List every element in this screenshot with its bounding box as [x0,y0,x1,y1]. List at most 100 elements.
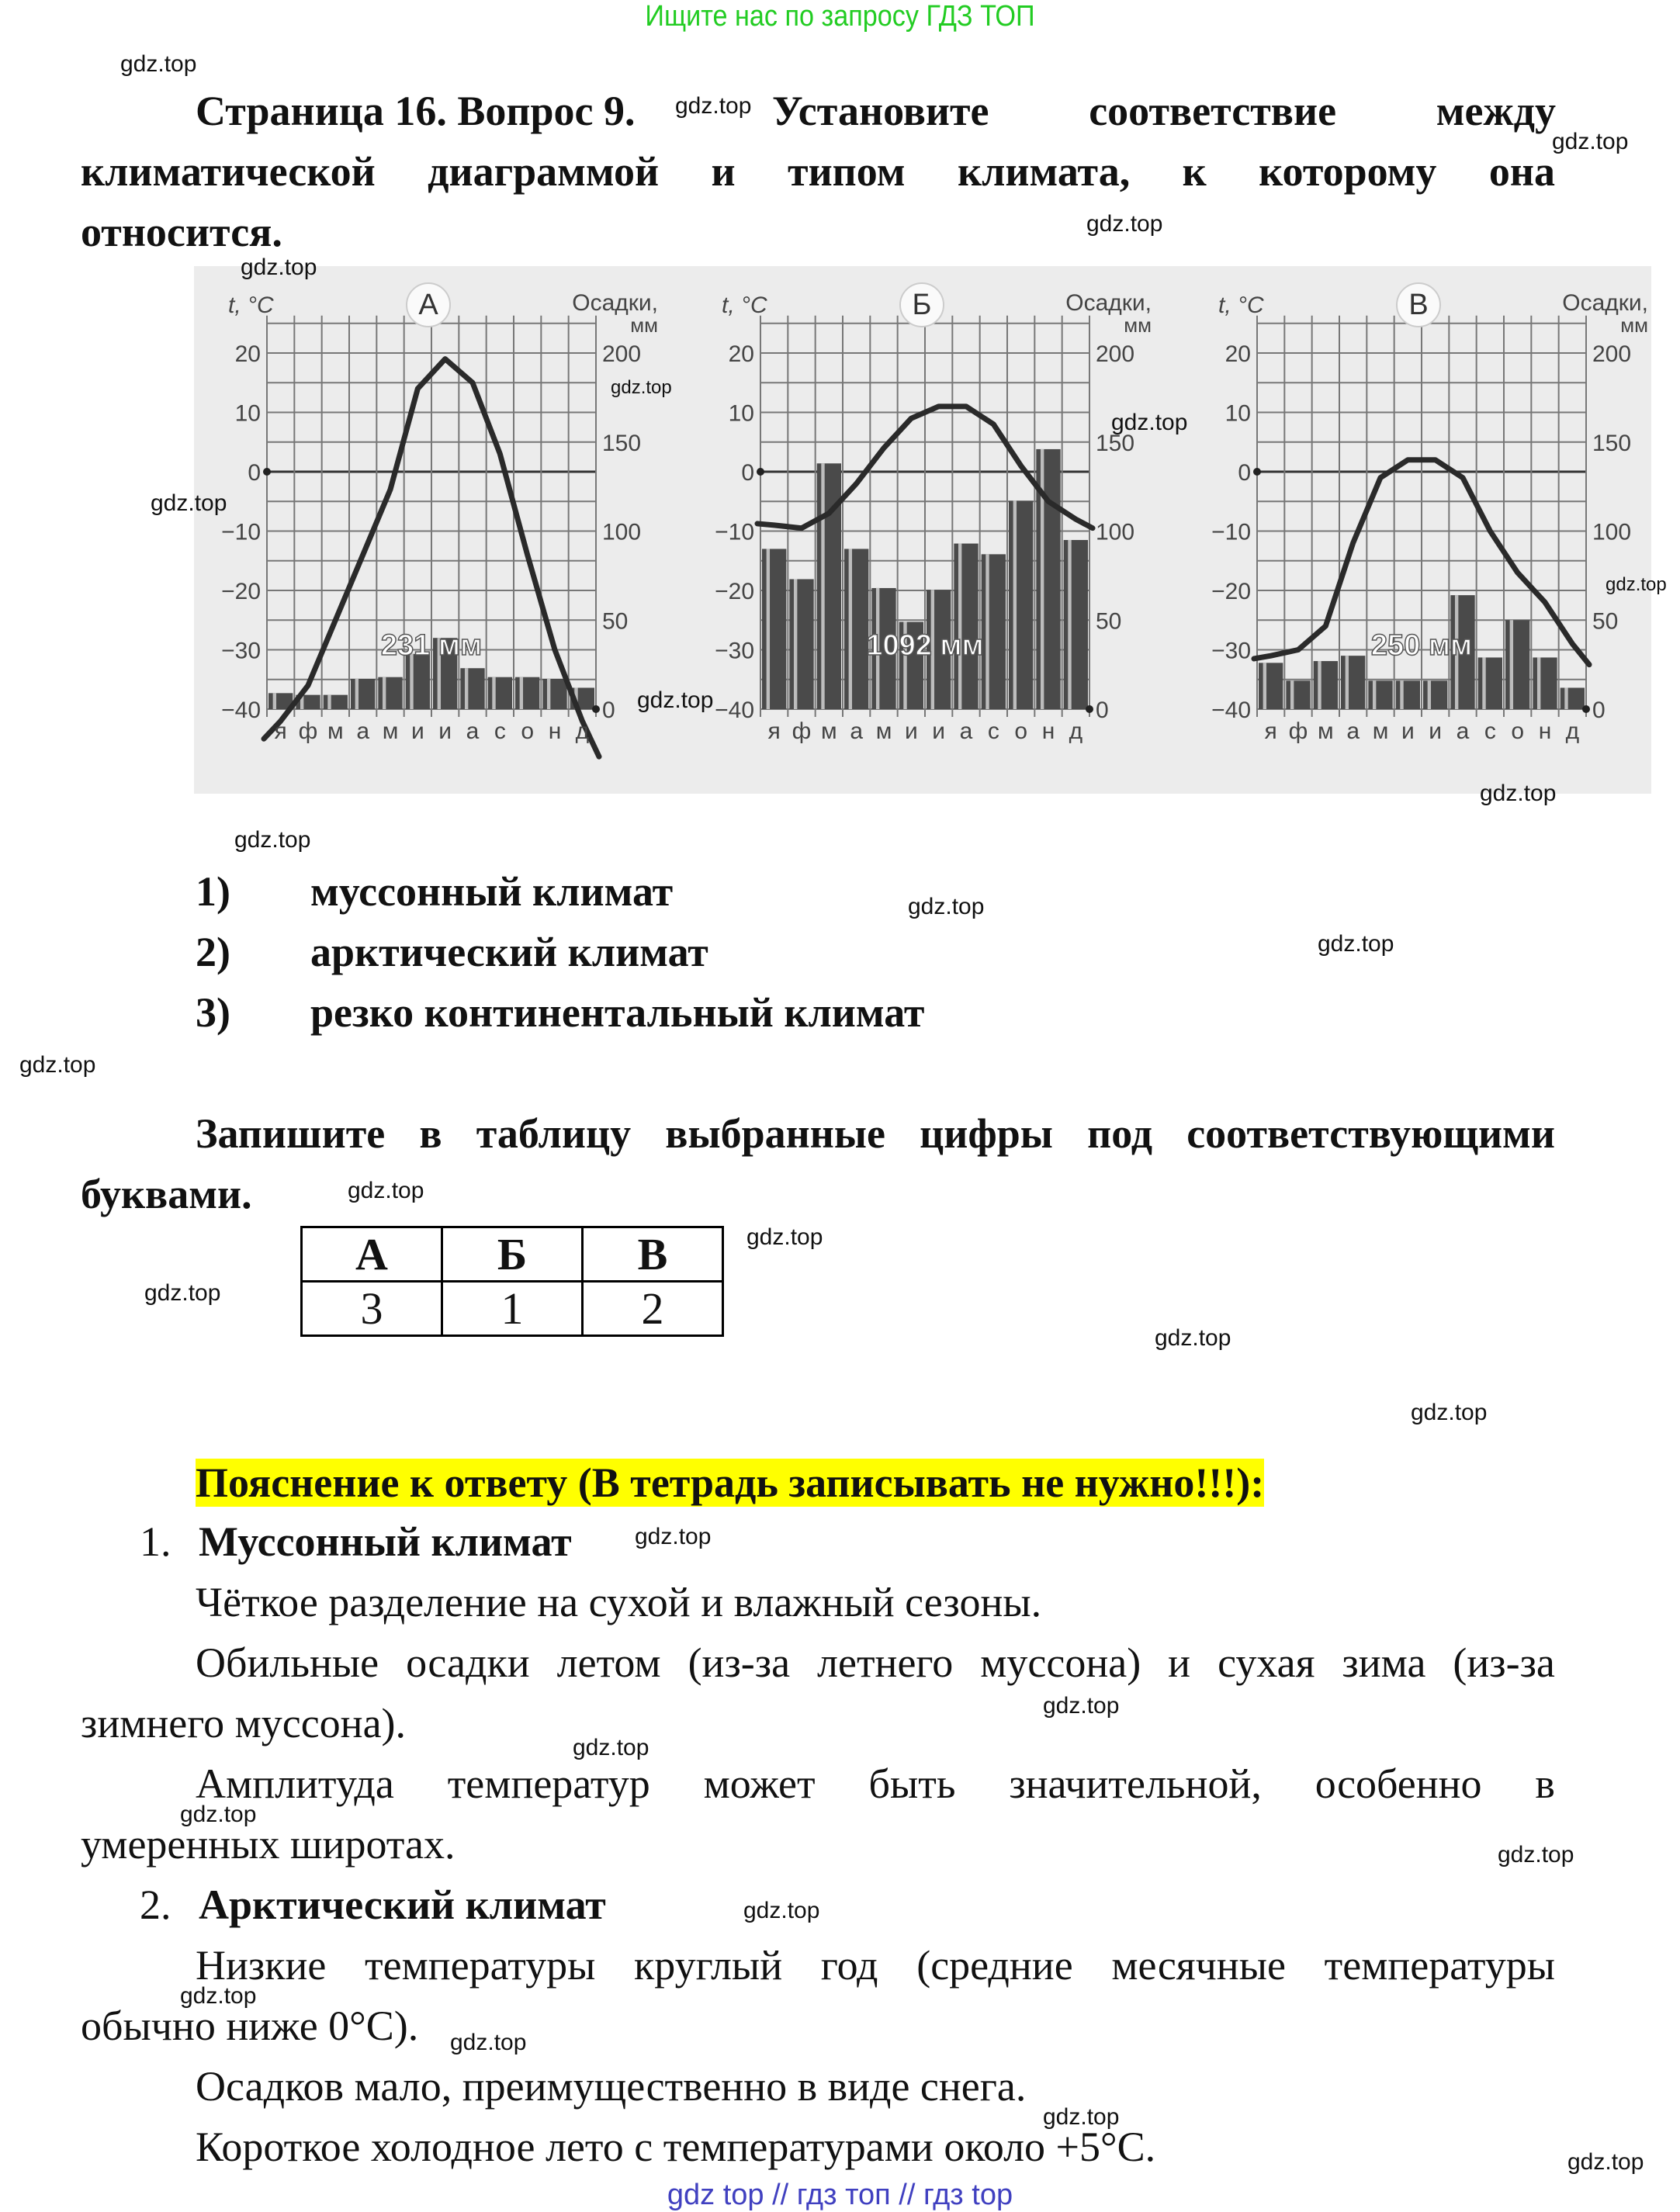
left-axis-title: t, °C [228,293,274,318]
month-label: н [1539,718,1552,744]
precipitation-bar [954,543,979,709]
word: особенно [1315,1760,1482,1807]
precipitation-bar [1477,657,1502,709]
question-line3: относится. [81,209,282,255]
item-2-p1-end: обычно ниже 0°C). [81,2003,419,2049]
watermark: gdz.top [1318,931,1394,957]
month-label: а [850,718,863,744]
bar-highlight [1068,539,1072,709]
precipitation-bar [323,694,348,709]
month-label: я [1265,718,1277,744]
item-2-p1: Низкие температуры круглый год (средние … [196,1941,1555,1989]
word: под [1087,1110,1153,1157]
answer-table: А Б В 3 1 2 [300,1226,724,1337]
precipitation-bar [844,549,869,709]
bar-highlight [793,579,798,709]
bar-highlight [355,678,359,709]
bar-highlight [519,677,524,709]
left-tick-label: 0 [1238,460,1251,486]
bar-highlight [1454,595,1459,709]
bar-highlight [848,549,853,709]
question-line1: Установите соответствие между [772,87,1556,135]
bar-highlight [437,638,442,709]
temperature-line [261,356,602,760]
right-axis-unit: мм [630,313,658,337]
right-tick-label: 100 [1592,520,1631,545]
bar-highlight [1427,680,1432,709]
watermark: gdz.top [1111,410,1188,435]
item-2-p3: Короткое холодное лето с температурами о… [196,2124,1156,2170]
chart-letter-badge [406,282,451,327]
right-axis-title: Осадки, [1065,290,1152,316]
question-title: Страница 16. Вопрос 9. [196,88,636,134]
month-label: м [1318,718,1334,744]
watermark: gdz.top [637,687,714,713]
bar-highlight [985,554,989,709]
precipitation-bar [515,677,540,709]
precipitation-total-label: 1092 мм [866,629,983,662]
word: климатической [81,148,376,195]
month-label: о [1511,718,1524,744]
left-tick-label: −20 [1211,579,1251,604]
left-tick-label: 20 [729,341,754,367]
watermark: gdz.top [1552,129,1629,154]
item-2-p2: Осадков мало, преимущественно в виде сне… [196,2063,1027,2110]
watermark: gdz.top [743,1898,820,1923]
left-tick-label: −40 [1211,698,1251,723]
chart-letter-badge [1396,282,1441,327]
answer-cell-v: 2 [581,1280,724,1337]
item-1-p3-end: умеренных широтах. [81,1821,456,1868]
bar-highlight [382,677,386,709]
month-label: м [327,718,344,744]
zero-dot [1253,468,1261,476]
bar-highlight [1290,680,1294,709]
precipitation-bar [351,678,376,709]
bar-highlight [1372,680,1377,709]
watermark: gdz.top [1606,574,1667,595]
right-tick-label: 150 [602,431,641,456]
watermark: gdz.top [1043,1693,1120,1719]
left-tick-label: 20 [1225,341,1251,367]
word: месячные [1111,1942,1286,1989]
word: она [1488,148,1555,195]
footer-links[interactable]: gdz top // гдз топ // гдз top [667,2179,1013,2211]
right-tick-label: 150 [1096,431,1134,456]
precipitation-bar [433,638,458,709]
search-banner[interactable]: Ищите нас по запросу ГДЗ ТОП [645,0,1035,33]
precipitation-bar [1450,595,1475,709]
word: в [419,1110,442,1157]
watermark: gdz.top [635,1524,712,1549]
month-label: а [1346,718,1360,744]
month-label: м [383,718,399,744]
month-label: д [1069,718,1083,744]
watermark: gdz.top [1043,2104,1120,2130]
month-label: а [466,718,480,744]
precipitation-bar [378,677,403,709]
left-tick-label: 10 [1225,401,1251,427]
precipitation-bar [1286,680,1311,709]
month-label: ф [792,718,812,744]
word: выбранные [665,1110,885,1157]
word: температуры [1324,1942,1555,1989]
zero-dot [592,705,600,713]
month-label: м [1373,718,1389,744]
left-tick-label: −10 [715,520,754,545]
bar-highlight [410,653,414,709]
item-1-p1: Чёткое разделение на сухой и влажный сез… [196,1579,1042,1625]
left-tick-label: −10 [1211,520,1251,545]
month-label: ф [299,718,318,744]
month-label: с [494,718,506,744]
right-tick-label: 200 [1592,341,1631,367]
left-tick-label: −10 [221,520,261,545]
precipitation-bar [1341,656,1366,709]
watermark: gdz.top [19,1052,96,1078]
precipitation-bar [1063,539,1088,709]
watermark: gdz.top [908,894,985,919]
left-tick-label: 0 [248,460,261,486]
month-label: я [275,718,287,744]
precipitation-bar [1560,687,1585,709]
month-label: м [821,718,837,744]
bar-highlight [1400,680,1404,709]
bar-highlight [1536,657,1541,709]
